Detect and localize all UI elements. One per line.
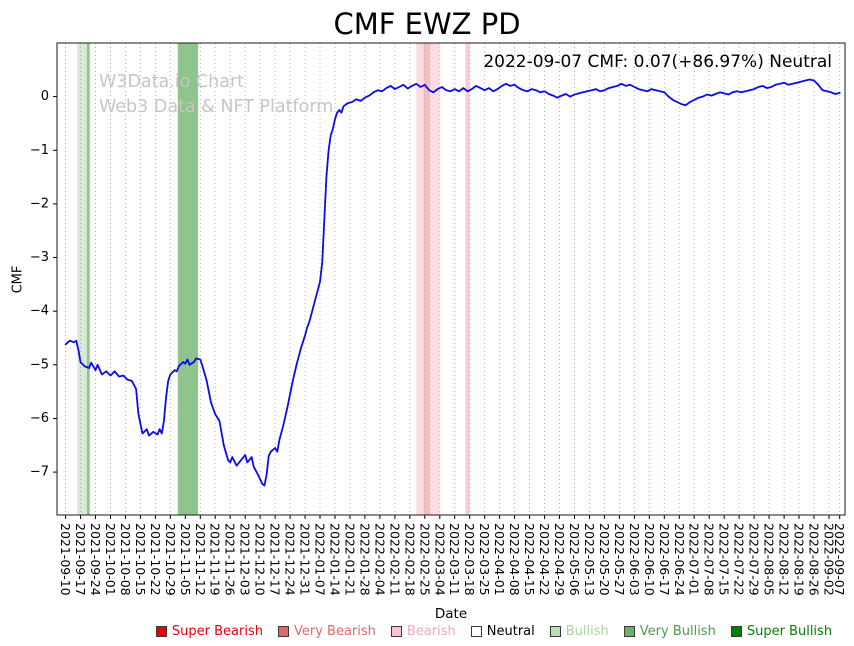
x-tick-label: 2021-11-12 bbox=[193, 523, 208, 596]
x-tick-label: 2022-04-22 bbox=[537, 523, 552, 596]
x-tick-label: 2022-05-27 bbox=[612, 523, 627, 596]
plot-border bbox=[56, 42, 846, 516]
x-tick-label: 2021-10-15 bbox=[133, 523, 148, 596]
legend-item-label: Very Bullish bbox=[639, 623, 716, 639]
x-tick-label: 2021-12-03 bbox=[238, 523, 253, 596]
bearish-swatch-icon bbox=[390, 625, 402, 637]
x-tick-label: 2022-07-22 bbox=[732, 523, 747, 596]
signal-band-bullish bbox=[77, 43, 87, 515]
x-tick-label: 2021-10-08 bbox=[118, 523, 133, 596]
legend-item-bullish: Bullish bbox=[549, 623, 609, 639]
x-tick-label: 2022-06-03 bbox=[627, 523, 642, 596]
x-tick-label: 2022-02-04 bbox=[372, 523, 387, 596]
x-tick-label: 2022-07-08 bbox=[702, 523, 717, 596]
legend-item-bearish: Bearish bbox=[390, 623, 456, 639]
y-tick-label: −6 bbox=[30, 411, 49, 426]
y-tick-label: 0 bbox=[41, 89, 49, 104]
legend-item-neutral: Neutral bbox=[470, 623, 535, 639]
y-tick-label: −4 bbox=[30, 304, 49, 319]
signal-band-bearish bbox=[465, 43, 470, 515]
y-tick-label: −2 bbox=[30, 196, 49, 211]
cmf-line bbox=[64, 78, 841, 487]
x-tick-label: 2022-01-28 bbox=[357, 523, 372, 596]
x-tick-label: 2022-01-07 bbox=[313, 523, 328, 596]
x-tick-label: 2021-12-10 bbox=[253, 523, 268, 596]
legend-item-label: Bullish bbox=[565, 623, 609, 639]
x-tick-label: 2022-07-01 bbox=[687, 523, 702, 596]
x-tick-label: 2022-03-04 bbox=[432, 523, 447, 596]
x-tick-label: 2022-01-21 bbox=[343, 523, 358, 596]
x-tick-label: 2022-03-18 bbox=[462, 523, 477, 596]
legend-item-very-bullish: Very Bullish bbox=[623, 623, 716, 639]
x-tick-label: 2021-12-17 bbox=[268, 523, 283, 596]
very-bullish-swatch-icon bbox=[623, 625, 635, 637]
x-tick-label: 2021-11-05 bbox=[178, 523, 193, 596]
x-tick-label: 2021-10-01 bbox=[103, 523, 118, 596]
x-tick-label: 2022-08-26 bbox=[807, 523, 822, 596]
super-bearish-swatch-icon bbox=[155, 625, 167, 637]
x-tick-label: 2021-11-26 bbox=[223, 523, 238, 596]
legend: Super Bearish Very Bearish Bearish Neutr… bbox=[140, 621, 848, 641]
y-tick-label: −7 bbox=[30, 465, 49, 480]
x-tick-label: 2021-10-22 bbox=[148, 523, 163, 596]
signal-band-very-bullish bbox=[177, 43, 199, 515]
super-bullish-swatch-icon bbox=[730, 625, 742, 637]
x-tick-label: 2022-01-14 bbox=[328, 523, 343, 596]
legend-item-label: Super Bullish bbox=[746, 623, 833, 639]
x-tick-label: 2022-09-07 bbox=[832, 523, 847, 596]
x-axis-label: Date bbox=[434, 606, 468, 622]
x-tick-label: 2022-06-24 bbox=[672, 523, 687, 596]
x-tick-label: 2022-05-20 bbox=[597, 523, 612, 596]
legend-item-label: Super Bearish bbox=[171, 623, 263, 639]
legend-item-very-bearish: Very Bearish bbox=[278, 624, 376, 639]
x-tick-label: 2022-04-29 bbox=[552, 523, 567, 596]
x-tick-label: 2022-02-18 bbox=[402, 523, 417, 596]
legend-item-super-bullish: Super Bullish bbox=[730, 623, 833, 639]
x-tick-label: 2022-06-10 bbox=[642, 523, 657, 596]
x-tick-label: 2022-06-17 bbox=[657, 523, 672, 596]
bullish-swatch-icon bbox=[549, 625, 561, 637]
x-tick-label: 2022-03-25 bbox=[477, 523, 492, 596]
signal-band-very-bullish bbox=[86, 43, 90, 515]
y-axis-label: CMF bbox=[10, 265, 26, 294]
latest-value-annotation: 2022-09-07 CMF: 0.07(+86.97%) Neutral bbox=[483, 52, 832, 72]
chart-title: CMF EWZ PD bbox=[333, 7, 521, 41]
x-tick-label: 2022-07-29 bbox=[747, 523, 762, 596]
x-tick-label: 2022-05-13 bbox=[582, 523, 597, 596]
x-tick-label: 2022-04-15 bbox=[522, 523, 537, 596]
very-bearish-swatch-icon bbox=[278, 625, 289, 637]
y-tick-label: −1 bbox=[30, 143, 49, 158]
x-tick-label: 2022-04-01 bbox=[492, 523, 507, 596]
x-tick-label: 2021-09-24 bbox=[88, 523, 103, 596]
x-tick-label: 2021-12-24 bbox=[283, 523, 298, 596]
legend-item-label: Bearish bbox=[406, 623, 456, 639]
legend-item-label: Neutral bbox=[486, 623, 535, 639]
signal-band-bearish bbox=[423, 43, 431, 515]
x-tick-label: 2022-03-11 bbox=[447, 523, 462, 596]
x-tick-label: 2021-09-17 bbox=[73, 523, 88, 596]
y-tick-label: −3 bbox=[30, 250, 49, 265]
x-tick-label: 2022-02-25 bbox=[417, 523, 432, 596]
watermark-line1: W3Data.io Chart bbox=[99, 72, 245, 92]
x-tick-label: 2022-09-02 bbox=[822, 523, 837, 596]
x-tick-label: 2021-12-31 bbox=[298, 523, 313, 596]
x-tick-label: 2021-11-19 bbox=[208, 523, 223, 596]
neutral-swatch-icon bbox=[470, 625, 482, 637]
x-tick-label: 2022-02-11 bbox=[387, 523, 402, 596]
x-tick-label: 2022-08-05 bbox=[762, 523, 777, 596]
x-tick-label: 2021-09-10 bbox=[58, 523, 73, 596]
x-tick-label: 2022-04-08 bbox=[507, 523, 522, 596]
x-tick-label: 2022-05-06 bbox=[567, 523, 582, 596]
legend-item-label: Very Bearish bbox=[294, 623, 376, 639]
x-tick-label: 2022-08-12 bbox=[777, 523, 792, 596]
x-tick-label: 2022-07-15 bbox=[717, 523, 732, 596]
x-tick-label: 2021-10-29 bbox=[163, 523, 178, 596]
watermark-line2: Web3 Data & NFT Platform bbox=[99, 97, 334, 117]
x-tick-label: 2022-08-19 bbox=[792, 523, 807, 596]
legend-item-super-bearish: Super Bearish bbox=[155, 623, 263, 639]
y-tick-label: −5 bbox=[30, 357, 49, 372]
